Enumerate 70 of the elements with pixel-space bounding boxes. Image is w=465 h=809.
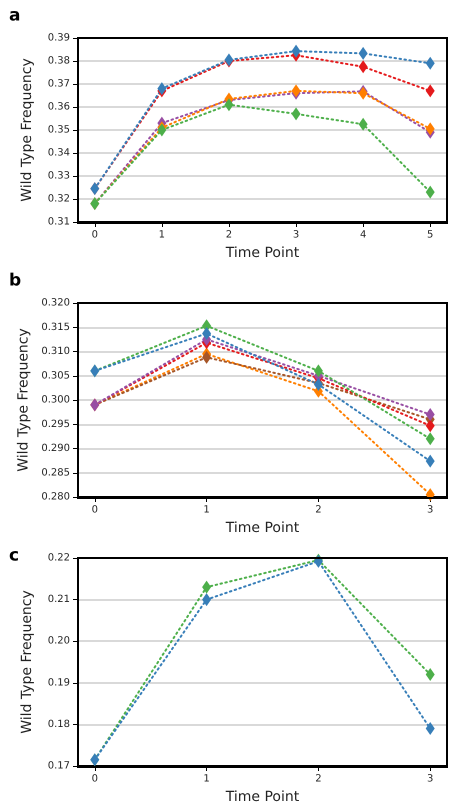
x-tick-label: 3: [427, 504, 434, 516]
y-tick-label: 0.310: [41, 346, 70, 357]
x-tick-label: 5: [427, 230, 434, 240]
y-tick-label: 0.320: [41, 298, 70, 308]
point: [358, 60, 368, 74]
x-tick-label: 1: [158, 230, 166, 240]
point: [202, 327, 212, 340]
y-tick-label: 0.36: [48, 102, 70, 112]
x-axis-title: Time Point: [224, 520, 300, 536]
y-tick-label: 0.295: [41, 418, 70, 430]
point: [358, 118, 368, 131]
chart-title: b: [9, 270, 22, 290]
x-tick-label: 4: [360, 230, 366, 240]
y-tick-label: 0.38: [48, 56, 70, 66]
x-tick-label: 0: [92, 504, 98, 516]
y-tick-label: 0.17: [48, 760, 70, 772]
y-axis-title: Wild Type Frequency: [19, 590, 35, 734]
y-tick-label: 0.315: [41, 322, 70, 333]
y-tick-label: 0.34: [48, 148, 70, 158]
point: [426, 419, 435, 432]
y-tick-label: 0.305: [41, 370, 70, 382]
point: [292, 107, 301, 120]
y-tick-label: 0.37: [48, 78, 70, 90]
y-tick-label: 0.280: [41, 492, 70, 502]
point: [202, 580, 212, 594]
point: [426, 722, 435, 736]
x-tick-label: 1: [203, 504, 210, 516]
y-tick-label: 0.20: [48, 636, 70, 647]
x-tick-label: 3: [427, 774, 434, 784]
point: [358, 46, 368, 60]
y-tick-label: 0.300: [41, 394, 70, 406]
point: [202, 593, 212, 606]
x-tick-label: 1: [203, 774, 210, 784]
point: [314, 364, 323, 378]
point: [426, 56, 435, 70]
x-tick-label: 0: [92, 230, 98, 240]
x-axis-title: Time Point: [224, 245, 300, 261]
y-tick-label: 0.19: [48, 677, 70, 688]
point: [426, 186, 435, 199]
point: [292, 44, 301, 58]
y-tick-label: 0.290: [41, 443, 70, 454]
point: [426, 408, 435, 422]
point: [426, 122, 435, 136]
y-tick-label: 0.39: [48, 32, 70, 44]
point: [426, 668, 435, 681]
y-tick-label: 0.32: [48, 194, 70, 204]
point: [202, 350, 212, 364]
point: [224, 98, 234, 112]
x-axis-title: Time Point: [224, 789, 300, 805]
x-tick-label: 2: [315, 504, 322, 516]
chart-title: c: [9, 546, 20, 566]
x-tick-label: 2: [226, 230, 232, 240]
point: [426, 454, 435, 468]
chart-title: a: [9, 6, 20, 26]
point: [426, 432, 435, 446]
y-tick-label: 0.22: [48, 552, 70, 564]
y-axis-title: Wild Type Frequency: [15, 328, 32, 472]
y-tick-label: 0.33: [48, 170, 70, 182]
point: [157, 124, 166, 136]
point: [426, 84, 435, 98]
y-tick-label: 0.31: [48, 216, 70, 228]
y-axis-title: Wild Type Frequency: [19, 58, 35, 202]
y-tick-label: 0.18: [48, 718, 70, 730]
y-tick-label: 0.21: [48, 594, 70, 606]
point: [292, 84, 301, 98]
x-tick-label: 2: [315, 774, 322, 784]
x-tick-label: 0: [92, 774, 98, 784]
x-tick-label: 3: [292, 230, 300, 240]
y-tick-label: 0.285: [41, 467, 70, 478]
y-tick-label: 0.35: [48, 124, 70, 136]
